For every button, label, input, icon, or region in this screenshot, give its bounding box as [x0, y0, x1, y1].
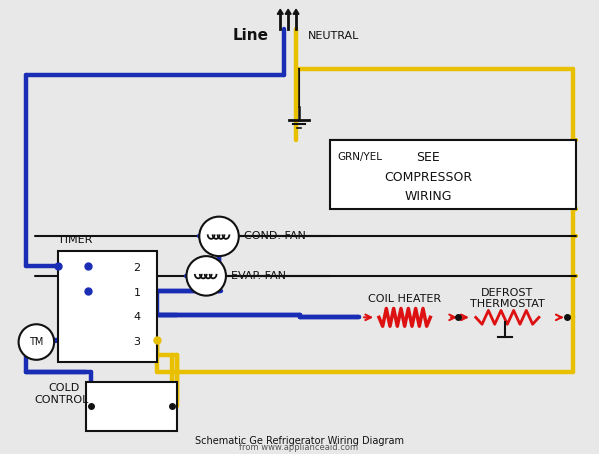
Text: from www.applianceaid.com: from www.applianceaid.com: [240, 443, 359, 452]
Text: SEE: SEE: [416, 151, 440, 164]
Text: COLD: COLD: [48, 383, 80, 394]
Text: COND. FAN: COND. FAN: [244, 232, 305, 242]
Circle shape: [199, 217, 239, 256]
Text: COIL HEATER: COIL HEATER: [368, 294, 441, 304]
Text: CONTROL: CONTROL: [34, 395, 89, 405]
Text: TM: TM: [29, 337, 44, 347]
Text: DEFROST: DEFROST: [481, 288, 534, 298]
Text: 1: 1: [134, 288, 141, 298]
Text: EVAP. FAN: EVAP. FAN: [231, 271, 286, 281]
Circle shape: [19, 324, 54, 360]
Polygon shape: [277, 9, 283, 14]
Circle shape: [186, 256, 226, 296]
Text: 2: 2: [134, 263, 141, 273]
Text: Line: Line: [233, 29, 269, 44]
Bar: [58, 251, 157, 362]
Bar: [329, 140, 576, 209]
Text: COMPRESSOR: COMPRESSOR: [385, 171, 473, 183]
Text: 3: 3: [134, 337, 141, 347]
Text: GRN/YEL: GRN/YEL: [337, 153, 383, 163]
Text: Schematic Ge Refrigerator Wiring Diagram: Schematic Ge Refrigerator Wiring Diagram: [195, 436, 404, 446]
Polygon shape: [293, 9, 299, 14]
Text: THERMOSTAT: THERMOSTAT: [470, 300, 544, 310]
Text: 4: 4: [134, 312, 141, 322]
Text: WIRING: WIRING: [404, 190, 452, 203]
Text: TIMER: TIMER: [58, 235, 92, 245]
Polygon shape: [285, 9, 291, 14]
Bar: [86, 381, 177, 431]
Text: NEUTRAL: NEUTRAL: [308, 31, 359, 41]
